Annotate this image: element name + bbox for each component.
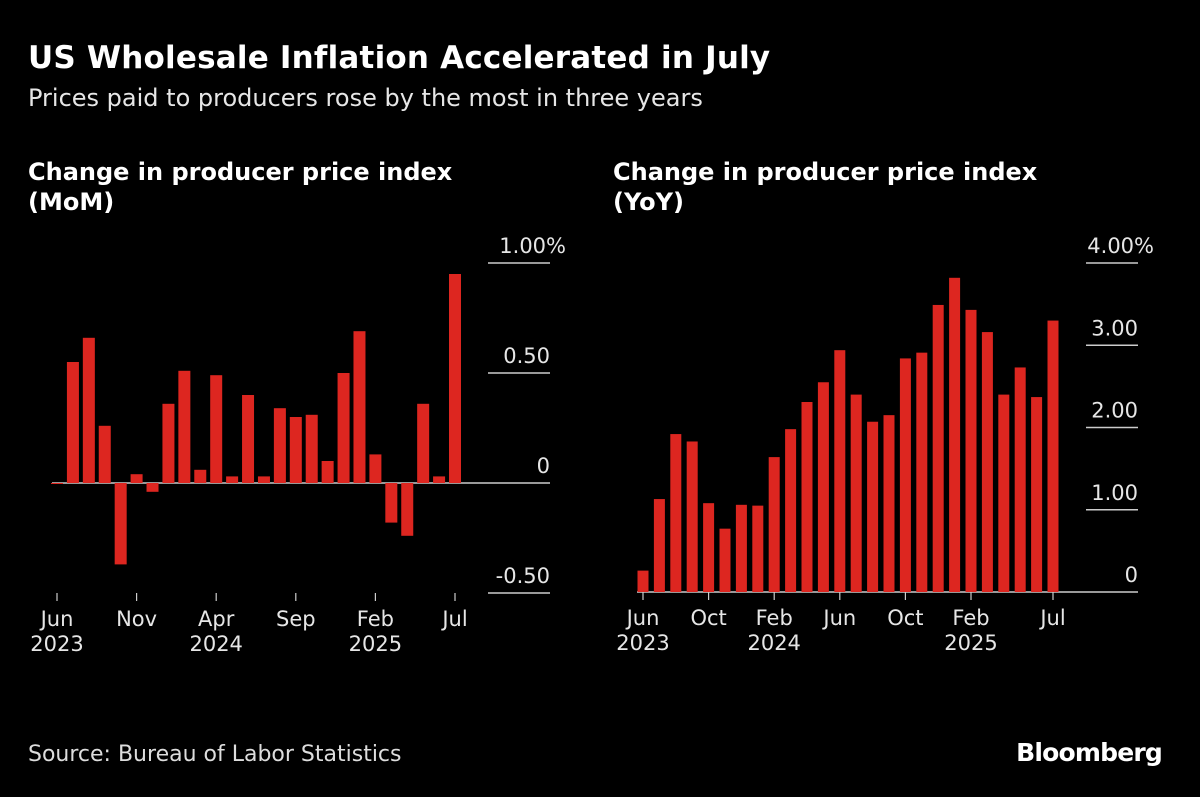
left-panel-title: Change in producer price index (MoM) <box>28 157 548 217</box>
yoy-x-tick-month: Feb <box>756 606 793 630</box>
yoy-y-tick-label: 2.00 <box>1091 399 1138 423</box>
mom-bar <box>210 375 223 483</box>
mom-bar <box>66 362 79 483</box>
mom-bar <box>433 476 446 483</box>
yoy-bar <box>867 421 879 592</box>
yoy-y-tick-label: 1.00 <box>1091 481 1138 505</box>
mom-x-tick-month: Feb <box>357 607 394 631</box>
chart-subtitle: Prices paid to producers rose by the mos… <box>28 84 703 112</box>
mom-y-tick-label: 0.50 <box>503 344 550 368</box>
mom-bar <box>257 476 270 483</box>
yoy-bar <box>703 503 715 592</box>
yoy-bar <box>899 358 911 592</box>
mom-bar <box>146 483 159 492</box>
yoy-bar <box>965 309 977 592</box>
yoy-bar <box>932 304 944 592</box>
mom-x-tick-month: Jul <box>440 607 467 631</box>
yoy-bar <box>883 415 895 592</box>
mom-bar <box>98 425 111 483</box>
mom-x-tick-month: Sep <box>276 607 316 631</box>
yoy-bar <box>785 429 797 592</box>
mom-bar <box>226 476 239 483</box>
right-panel-title-line1: Change in producer price index <box>613 158 1038 186</box>
yoy-x-tick-month: Jul <box>1038 606 1065 630</box>
mom-bar <box>130 474 143 483</box>
yoy-bar <box>653 499 665 592</box>
chart-title: US Wholesale Inflation Accelerated in Ju… <box>28 40 771 76</box>
left-panel-title-line1: Change in producer price index <box>28 158 453 186</box>
yoy-bar <box>834 350 846 592</box>
yoy-bar <box>949 277 961 592</box>
yoy-bar <box>850 394 862 592</box>
yoy-bar <box>998 394 1010 592</box>
mom-bar <box>51 483 63 484</box>
mom-bar <box>401 483 414 536</box>
mom-x-tick-year: 2023 <box>30 632 83 656</box>
right-panel-title: Change in producer price index (YoY) <box>613 157 1133 217</box>
yoy-bar <box>768 457 780 592</box>
mom-bar <box>178 370 191 483</box>
yoy-x-tick-month: Oct <box>690 606 726 630</box>
yoy-bar <box>1014 367 1026 592</box>
mom-bar <box>273 408 286 483</box>
yoy-bar <box>1047 320 1059 592</box>
yoy-x-tick-year: 2024 <box>747 631 800 655</box>
yoy-bar <box>719 528 731 592</box>
mom-bar <box>242 395 255 483</box>
bloomberg-logo: Bloomberg <box>1016 738 1163 767</box>
source-note: Source: Bureau of Labor Statistics <box>28 742 402 767</box>
mom-x-tick-year: 2024 <box>189 632 242 656</box>
yoy-x-tick-year: 2025 <box>944 631 997 655</box>
mom-y-tick-label: 0 <box>537 454 550 478</box>
mom-bar <box>353 331 366 483</box>
mom-bar <box>321 461 334 483</box>
yoy-y-tick-label: 4.00% <box>1087 234 1154 258</box>
yoy-x-tick-month: Jun <box>821 606 856 630</box>
yoy-y-tick-label: 3.00 <box>1091 316 1138 340</box>
mom-x-tick-month: Nov <box>116 607 157 631</box>
yoy-bar <box>801 402 813 592</box>
mom-y-tick-label: 1.00% <box>499 234 566 258</box>
yoy-bar <box>735 504 747 592</box>
mom-bar <box>449 274 461 483</box>
yoy-x-tick-year: 2023 <box>616 631 669 655</box>
yoy-x-tick-month: Oct <box>887 606 923 630</box>
mom-bar <box>369 454 382 483</box>
yoy-bar <box>637 570 649 592</box>
mom-bar <box>162 403 175 483</box>
yoy-bar <box>916 352 928 592</box>
yoy-x-tick-month: Feb <box>952 606 989 630</box>
mom-bar <box>114 483 127 565</box>
yoy-bar <box>981 332 993 592</box>
yoy-bar <box>686 441 698 592</box>
left-panel-title-line2: (MoM) <box>28 188 115 216</box>
yoy-bar <box>670 434 682 592</box>
yoy-bar <box>817 382 829 592</box>
mom-y-tick-label: -0.50 <box>496 564 550 588</box>
yoy-bar <box>1031 397 1043 592</box>
mom-x-tick-month: Apr <box>198 607 235 631</box>
yoy-x-tick-month: Jun <box>625 606 660 630</box>
mom-bar <box>337 373 350 483</box>
right-panel-title-line2: (YoY) <box>613 188 684 216</box>
mom-bar <box>417 403 430 483</box>
mom-bar <box>385 483 398 523</box>
mom-x-tick-year: 2025 <box>349 632 402 656</box>
mom-x-tick-month: Jun <box>39 607 74 631</box>
mom-bar <box>289 417 302 483</box>
mom-bar <box>194 469 207 483</box>
yoy-y-tick-label: 0 <box>1125 563 1138 587</box>
mom-bar <box>305 414 318 483</box>
mom-bar <box>82 337 95 483</box>
yoy-bar <box>752 505 764 592</box>
